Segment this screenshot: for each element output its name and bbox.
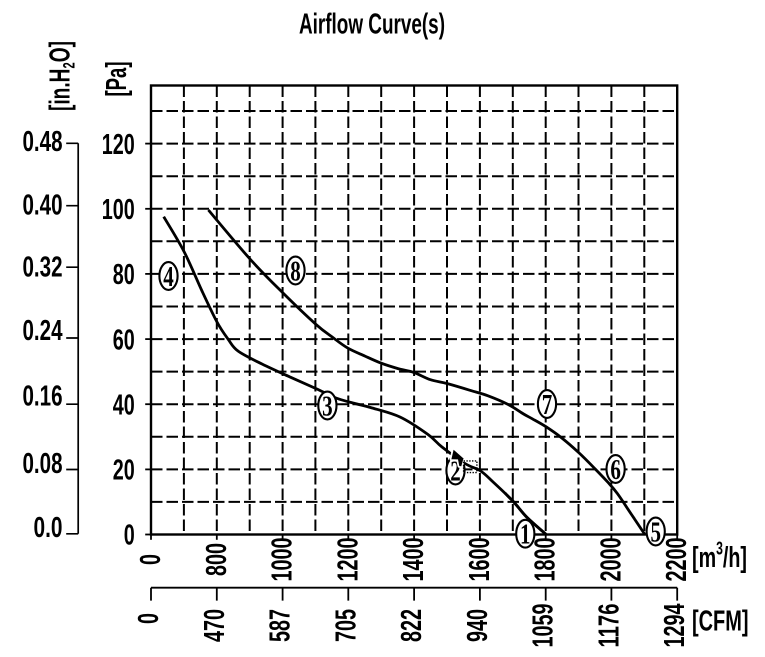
svg-text:2200: 2200 (661, 538, 693, 582)
svg-text:0.32: 0.32 (23, 251, 63, 283)
svg-text:800: 800 (201, 543, 233, 576)
svg-text:2000: 2000 (595, 538, 627, 582)
svg-text:7: 7 (542, 389, 553, 421)
svg-text:Airflow Curve(s): Airflow Curve(s) (299, 9, 445, 41)
svg-text:1176: 1176 (593, 604, 625, 648)
svg-text:0.24: 0.24 (23, 315, 63, 347)
svg-text:8: 8 (290, 255, 301, 287)
svg-text:6: 6 (610, 454, 621, 486)
svg-text:1800: 1800 (530, 538, 562, 582)
svg-text:1: 1 (520, 519, 531, 551)
svg-text:3: 3 (322, 390, 333, 422)
svg-text:1600: 1600 (464, 538, 496, 582)
svg-text:1294: 1294 (659, 604, 691, 648)
svg-text:0: 0 (133, 613, 165, 624)
svg-text:40: 40 (113, 389, 135, 421)
svg-text:705: 705 (330, 609, 362, 642)
svg-text:587: 587 (265, 609, 297, 642)
svg-text:120: 120 (102, 129, 135, 161)
svg-text:60: 60 (113, 324, 135, 356)
svg-text:[Pa]: [Pa] (101, 62, 133, 97)
svg-text:0.40: 0.40 (23, 190, 63, 222)
svg-text:20: 20 (113, 455, 135, 487)
svg-text:80: 80 (113, 259, 135, 291)
svg-text:940: 940 (462, 609, 494, 642)
svg-text:470: 470 (199, 609, 231, 642)
svg-text:[in.H2O]: [in.H2O] (45, 41, 79, 111)
svg-text:1400: 1400 (398, 538, 430, 582)
svg-text:100: 100 (102, 194, 135, 226)
svg-text:0: 0 (124, 520, 135, 552)
svg-text:1059: 1059 (528, 604, 560, 648)
svg-text:0: 0 (135, 554, 167, 565)
svg-text:1000: 1000 (267, 538, 299, 582)
svg-text:822: 822 (396, 609, 428, 642)
svg-text:1200: 1200 (332, 538, 364, 582)
svg-text:4: 4 (163, 261, 174, 293)
svg-text:0.16: 0.16 (23, 381, 63, 413)
svg-text:0.08: 0.08 (23, 448, 63, 480)
svg-text:2: 2 (450, 455, 461, 487)
svg-text:0.48: 0.48 (23, 126, 63, 158)
svg-text:5: 5 (650, 516, 661, 548)
svg-text:[CFM]: [CFM] (692, 606, 749, 638)
svg-text:0.0: 0.0 (34, 512, 63, 544)
